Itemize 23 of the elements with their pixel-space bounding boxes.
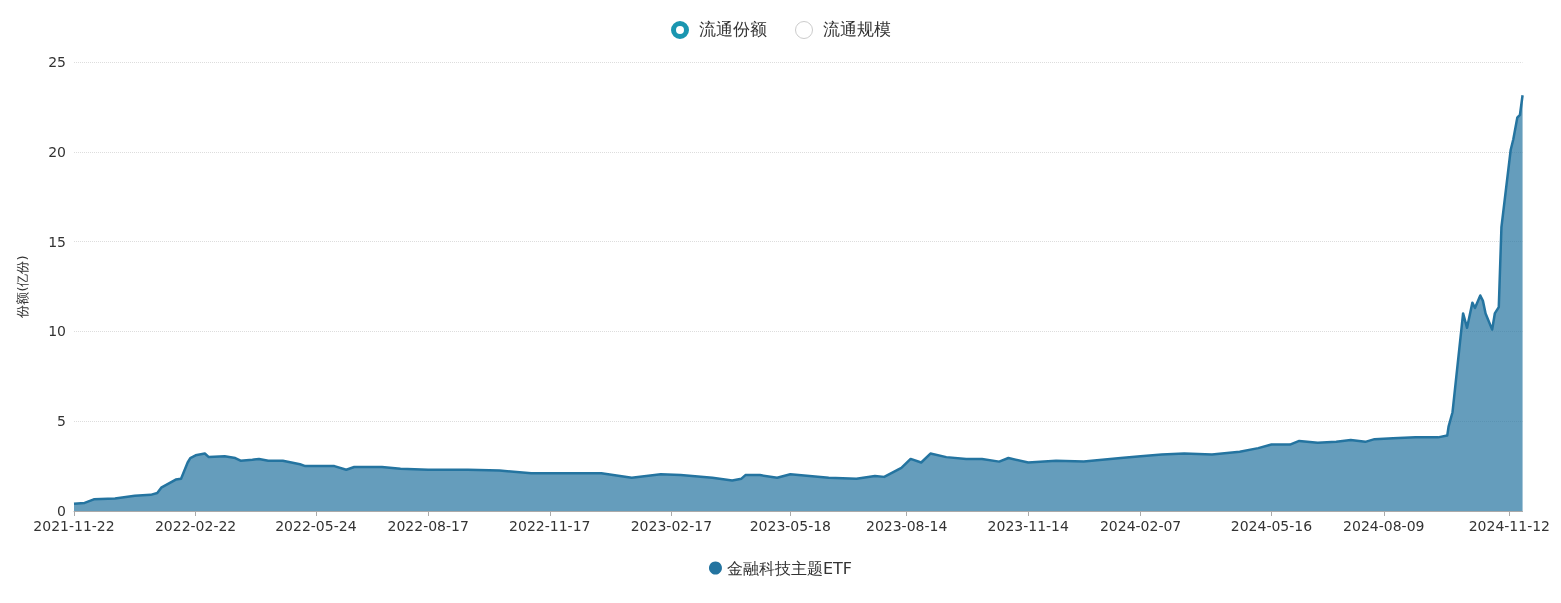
x-tick-label: 2023-08-14 bbox=[865, 518, 948, 534]
x-tick-label: 2022-02-22 bbox=[154, 518, 237, 534]
x-tick-label: 2024-02-07 bbox=[1099, 518, 1182, 534]
x-tick-label: 2022-08-17 bbox=[387, 518, 469, 534]
x-tick-label: 2024-08-09 bbox=[1343, 518, 1425, 534]
y-tick-label: 15 bbox=[48, 233, 66, 250]
text: 流通规模 bbox=[822, 18, 891, 41]
y-tick-label: 25 bbox=[48, 54, 66, 70]
x-tick-label: 2023-11-14 bbox=[987, 518, 1070, 534]
y-tick-label: 0 bbox=[57, 503, 66, 519]
text: 流通份额 bbox=[698, 18, 767, 41]
y-tick-label: 10 bbox=[48, 323, 66, 340]
x-tick-label: 2023-02-17 bbox=[630, 518, 713, 534]
x-tick-label: 2022-05-24 bbox=[275, 518, 357, 534]
y-tick-label: 20 bbox=[48, 143, 66, 160]
x-tick-label: 2021-11-22 bbox=[33, 518, 115, 534]
x-tick-label: 2024-11-12 bbox=[1468, 518, 1551, 534]
x-tick-label: 2023-05-18 bbox=[749, 518, 832, 534]
x-tick-label: 2024-05-16 bbox=[1230, 518, 1313, 534]
y-axis-title: 份额(亿份) bbox=[15, 255, 30, 318]
y-tick-label: 5 bbox=[57, 413, 66, 430]
legend-label: 金融科技主题ETF bbox=[726, 558, 853, 578]
x-tick-label: 2022-11-17 bbox=[509, 518, 591, 534]
